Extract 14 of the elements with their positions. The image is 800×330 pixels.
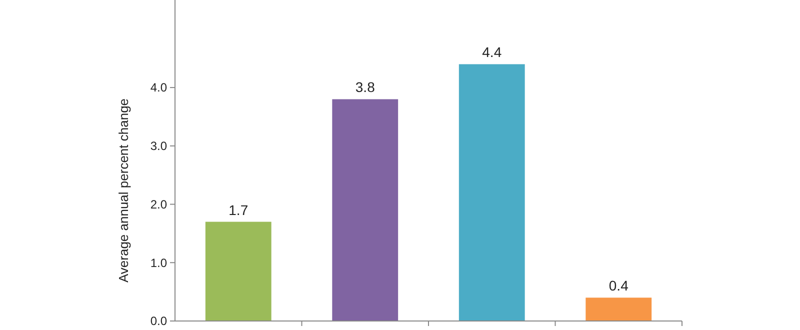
- y-axis-title: Average annual percent change: [116, 98, 131, 283]
- bar: [458, 64, 525, 321]
- y-tick-label: 1.0: [150, 256, 168, 270]
- bar: [205, 222, 272, 321]
- bar: [586, 298, 652, 321]
- y-tick-label: 0.0: [150, 314, 168, 328]
- data-label: 3.8: [355, 79, 376, 96]
- data-label: 0.4: [608, 278, 629, 294]
- bar: [332, 99, 398, 321]
- y-tick-label: 3.0: [150, 139, 168, 154]
- data-label: 1.7: [228, 202, 248, 218]
- y-tick-label: 4.0: [150, 80, 168, 95]
- data-label: 4.4: [482, 44, 502, 60]
- y-tick-label: 2.0: [150, 197, 168, 212]
